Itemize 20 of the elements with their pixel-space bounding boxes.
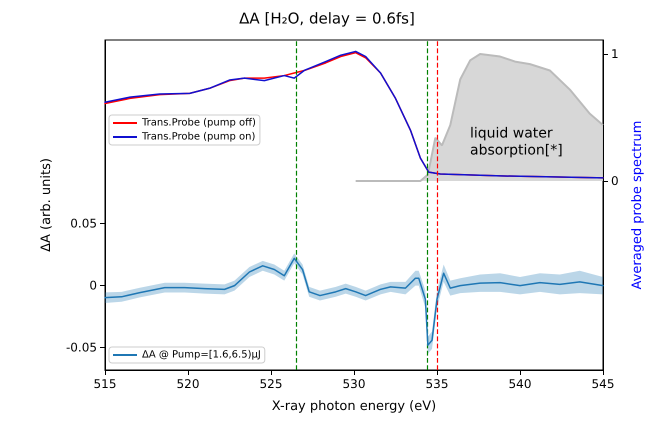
x-tick-label: 530 [342, 377, 366, 391]
y-tick-label: -0.05 [66, 340, 97, 355]
x-tick-label: 515 [94, 377, 116, 391]
y2-tick-label: 1 [611, 46, 619, 61]
y-tick-label: 0.05 [70, 216, 97, 231]
x-tick-label: 540 [508, 377, 532, 391]
legend-label: ΔA @ Pump=[1.6,6.5)μJ [142, 350, 261, 360]
x-tick-label: 545 [592, 377, 614, 391]
x-axis-title: X-ray photon energy (eV) [272, 399, 436, 414]
x-tick-label: 520 [176, 377, 200, 391]
chart-title: ΔA [H₂O, delay = 0.6fs] [239, 10, 415, 28]
legend-label: Trans.Probe (pump on) [141, 132, 256, 142]
y2-tick-label: 0 [611, 174, 619, 188]
y-axis-title: ΔA (arb. units) [39, 158, 54, 252]
annotation: liquid water absorption[*] [470, 126, 563, 158]
y2-axis-title: Averaged probe spectrum [630, 120, 645, 290]
x-tick-label: 535 [426, 377, 448, 391]
y-tick-label: 0 [89, 278, 97, 293]
x-tick-label: 525 [260, 377, 282, 391]
legend-label: Trans.Probe (pump off) [141, 118, 256, 128]
